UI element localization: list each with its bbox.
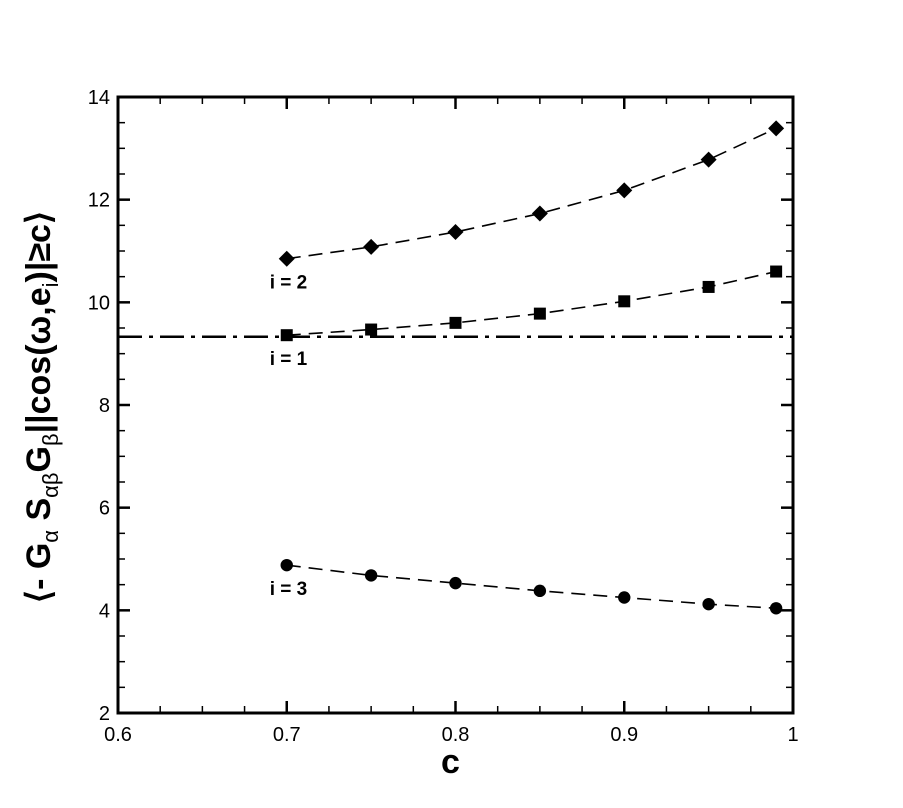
marker-diamond	[616, 182, 633, 199]
y-label-subscript: α	[38, 530, 63, 543]
series-label-i3: i = 3	[270, 579, 308, 600]
minor-ticks	[118, 97, 793, 713]
y-tick-label: 6	[99, 498, 110, 520]
marker-square	[449, 316, 462, 329]
series-line-i3	[286, 564, 777, 610]
marker-square	[770, 265, 783, 278]
x-tick-label: 0.7	[273, 724, 301, 746]
y-label-part: S	[20, 498, 58, 530]
plot-frame	[116, 95, 795, 715]
marker-circle	[449, 576, 462, 590]
y-label-part: G	[20, 446, 58, 472]
y-label-subscript: β	[38, 433, 63, 446]
marker-circle	[769, 602, 783, 615]
y-tick-label: 14	[88, 87, 110, 109]
marker-square	[618, 295, 631, 308]
y-tick-label: 8	[99, 395, 110, 417]
series-line-i2	[286, 127, 777, 260]
y-tick-label: 2	[99, 703, 110, 725]
x-axis-label: c	[441, 743, 460, 781]
x-tick-label: 0.6	[104, 724, 132, 746]
y-label-part: ||cos(ω,e	[20, 287, 58, 433]
marker-circle	[364, 569, 378, 582]
y-label-part: )|≥c⟩	[20, 211, 58, 283]
series-label-i1: i = 1	[270, 349, 308, 370]
x-tick-label: 1	[787, 724, 798, 746]
y-label-part: ⟨- G	[20, 543, 58, 603]
series-label-i2: i = 2	[270, 273, 308, 294]
marker-circle	[280, 558, 293, 572]
major-ticks	[116, 95, 795, 715]
marker-square	[365, 323, 378, 336]
y-tick-label: 10	[88, 292, 110, 314]
marker-diamond	[768, 120, 785, 137]
x-tick-label: 0.8	[442, 724, 470, 746]
marker-diamond	[363, 238, 380, 255]
y-label-subscript: i	[38, 282, 63, 287]
marker-diamond	[700, 151, 717, 168]
marker-square	[280, 329, 293, 342]
marker-square	[702, 280, 715, 293]
y-label-subscript: αβ	[38, 472, 63, 497]
marker-circle	[618, 591, 631, 604]
y-tick-label: 12	[88, 190, 110, 212]
marker-circle	[533, 584, 547, 598]
series-labels: i = 2 i = 1 i = 3	[270, 273, 308, 600]
x-tick-label: 0.9	[610, 724, 638, 746]
marker-diamond	[447, 224, 464, 241]
marker-square	[533, 307, 546, 320]
y-axis-label: ⟨- Gα SαβGβ||cos(ω,ei)|≥c⟩	[20, 211, 63, 603]
marker-diamond	[278, 250, 295, 267]
marker-circle	[702, 597, 715, 611]
marker-diamond	[531, 205, 548, 222]
series-group	[278, 120, 785, 615]
y-tick-label: 4	[99, 600, 110, 622]
